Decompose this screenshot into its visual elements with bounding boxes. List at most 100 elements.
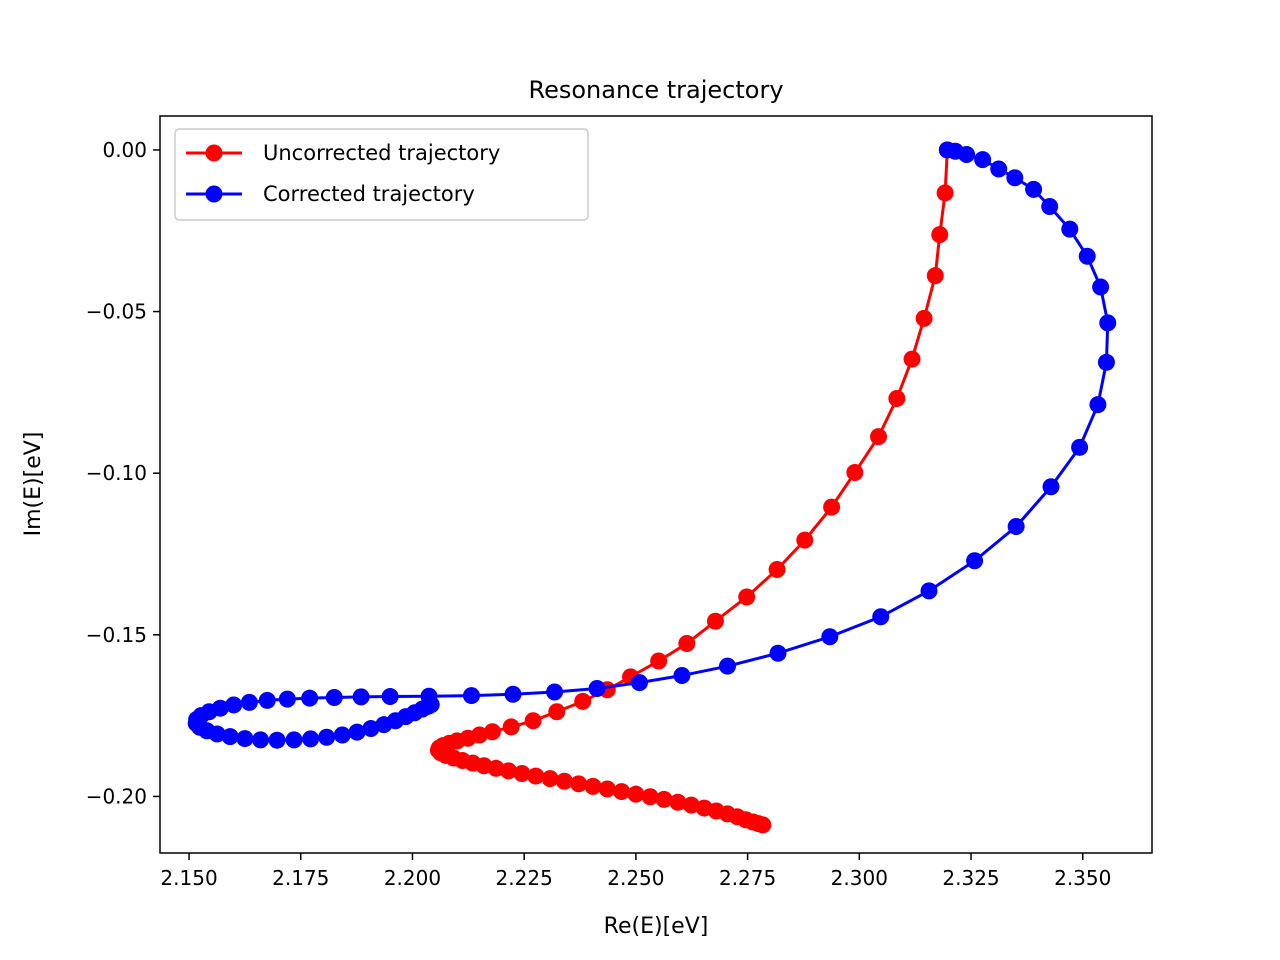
series-1-point-34 [278,690,296,708]
x-tick-label: 2.175 [272,866,329,890]
series-0-point-20 [524,712,542,730]
series-0-point-48 [655,790,673,808]
series-1-point-32 [325,689,343,707]
series-0-point-46 [627,785,645,803]
series-1-point-3 [974,151,992,169]
series-1-point-37 [225,696,243,714]
series-1-point-28 [462,687,480,705]
y-axis: 0.00 −0.05 −0.10 −0.15 −0.20 [86,138,160,808]
series-1-point-48 [252,731,270,749]
series-0-point-7 [870,428,888,446]
series-1-point-20 [821,628,839,646]
series-1-point-53 [333,726,351,744]
series-1-point-35 [258,691,276,709]
series-1-point-50 [285,731,303,749]
series-0-point-18 [574,692,592,710]
series-1-point-45 [208,725,226,743]
series-1-point-51 [302,730,320,748]
series-1-point-13 [1089,396,1107,414]
series-1-point-19 [872,608,890,626]
y-tick-label: 0.00 [102,138,147,162]
x-axis: 2.150 2.175 2.200 2.225 2.250 2.275 2.300 2.325… [160,853,1111,890]
series-1-point-21 [769,644,787,662]
series-0-point-2 [931,226,949,244]
y-tick-label: −0.05 [86,300,147,324]
series-1-point-4 [990,160,1008,178]
series-0-point-39 [527,767,545,785]
legend-label-corrected: Corrected trajectory [263,182,475,206]
series-1-point-22 [719,657,736,675]
series-0-point-9 [823,498,841,516]
series-0-point-42 [570,775,588,793]
series-1-point-30 [381,688,399,706]
series-0-point-8 [846,464,864,482]
series-0-point-11 [768,561,786,579]
series-1-point-5 [1006,169,1024,187]
series-0-point-47 [641,788,659,806]
legend-marker-uncorrected [205,144,223,162]
series-1-point-27 [504,685,522,703]
x-tick-label: 2.150 [160,866,217,890]
legend-marker-corrected [205,185,223,203]
y-axis-label: Im(E)[eV] [21,432,46,537]
series-1-point-33 [301,689,319,707]
series-1-point-47 [236,730,254,748]
legend-label-uncorrected: Uncorrected trajectory [263,141,500,165]
series-0-point-37 [500,762,518,780]
series-0-point-4 [915,309,933,327]
series-0-point-12 [738,588,756,606]
series-0-point-22 [483,723,501,741]
series-1-point-55 [362,720,380,738]
series-0-point-38 [513,764,531,782]
series-0-point-13 [706,612,724,630]
series-1-point-9 [1078,247,1096,265]
series-0-point-40 [541,770,559,788]
series-1-point-62 [422,696,440,714]
series-1-point-46 [221,728,239,746]
series-0-point-1 [936,184,954,202]
x-tick-label: 2.200 [384,866,441,890]
series-0-point-45 [613,783,631,801]
series-0-point-3 [926,267,944,285]
series-0-point-19 [548,703,566,721]
series-0-point-6 [888,390,906,408]
series-1-point-52 [318,728,336,746]
y-tick-label: −0.20 [86,784,147,808]
series-1-point-24 [630,674,648,692]
series-1-point-49 [268,731,286,749]
series-0-point-21 [502,718,520,736]
y-tick-label: −0.15 [86,623,147,647]
series-0-point-49 [669,793,687,811]
series-0-point-50 [682,796,700,814]
x-tick-label: 2.300 [831,866,888,890]
series-0-point-14 [678,635,696,653]
series-1-point-16 [1007,518,1025,536]
series-1-point-18 [920,582,938,600]
series-1-point-6 [1025,180,1043,198]
chart-title: Resonance trajectory [528,76,783,104]
x-tick-label: 2.225 [496,866,553,890]
y-tick-label: −0.10 [86,461,147,485]
series-1-point-2 [958,145,976,163]
series-0-point-41 [555,772,573,790]
x-tick-label: 2.275 [719,866,776,890]
series-1-point-23 [673,667,691,685]
series-0-point-43 [584,777,602,795]
series-1-point-11 [1099,314,1117,332]
series-1-point-10 [1092,278,1110,296]
series-1-point-8 [1061,220,1079,238]
x-axis-label: Re(E)[eV] [604,914,709,939]
x-tick-label: 2.250 [607,866,664,890]
x-tick-label: 2.325 [942,866,999,890]
series-1-point-54 [348,723,366,741]
series-1-point-14 [1071,438,1089,456]
series-1-point-31 [352,688,370,706]
legend-box [174,128,589,221]
series-layer [187,141,1117,834]
series-0-point-44 [598,780,616,798]
series-0-point-58 [754,816,772,834]
legend: Uncorrected trajectory Corrected traject… [174,128,589,221]
series-1-point-25 [588,679,606,697]
x-tick-label: 2.350 [1054,866,1111,890]
